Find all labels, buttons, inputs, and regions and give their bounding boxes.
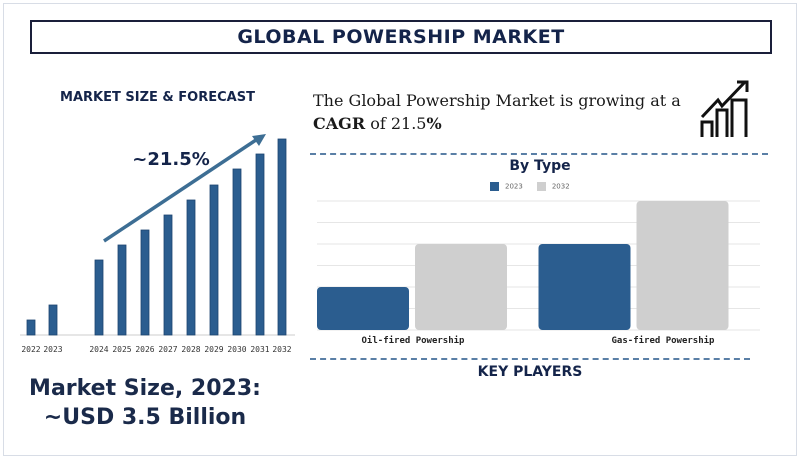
bar-2029 — [209, 184, 219, 336]
infographic-frame — [3, 3, 797, 456]
x-tick-label: 2027 — [158, 345, 177, 354]
legend-item-2032: 2032 — [536, 182, 570, 191]
bar-2028 — [186, 199, 196, 336]
cagr-headline: The Global Powership Market is growing a… — [313, 89, 693, 135]
growth-arrow-line — [103, 136, 260, 243]
legend-swatch — [536, 182, 546, 191]
bar-gas-fired-powership-2032 — [636, 201, 729, 330]
x-tick-label: 2029 — [204, 345, 223, 354]
growth-arrow-head — [252, 134, 266, 146]
cagr-annotation: ~21.5% — [132, 149, 210, 170]
divider-bottom — [310, 358, 750, 360]
bar-oil-fired-powership-2032 — [415, 244, 507, 330]
legend-label: 2032 — [551, 182, 570, 191]
x-tick-label: 2024 — [89, 345, 108, 354]
divider-top — [310, 153, 768, 155]
legend-item-2023: 2023 — [490, 182, 523, 191]
market-size-line2: ~USD 3.5 Billion — [43, 405, 247, 430]
headline-rate: 21.5 — [390, 114, 427, 133]
x-tick-label: 2022 — [21, 345, 40, 354]
bar-2030 — [232, 168, 242, 336]
headline-prefix: The Global Powership Market is growing a… — [313, 91, 681, 110]
forecast-chart-title: MARKET SIZE & FORECAST — [60, 90, 255, 105]
x-tick-label: 2032 — [272, 345, 291, 354]
bar-2027 — [163, 214, 173, 336]
bar-2031 — [255, 153, 265, 336]
headline-cagr: CAGR — [313, 114, 366, 133]
category-label: Gas-fired Powership — [611, 336, 715, 346]
bar-2026 — [140, 229, 150, 336]
market-size-text: Market Size, 2023: ~USD 3.5 Billion — [10, 374, 280, 432]
type-chart-legend: 2023 2032 — [490, 182, 570, 191]
bar-2025 — [117, 244, 127, 336]
type-chart-title: By Type — [509, 158, 571, 174]
headline-percent: % — [426, 114, 442, 133]
category-label: Oil-fired Powership — [361, 336, 465, 346]
bar-2032 — [277, 138, 287, 336]
x-tick-label: 2025 — [112, 345, 131, 354]
headline-of: of — [370, 114, 386, 133]
x-tick-label: 2028 — [181, 345, 200, 354]
bar-2024 — [94, 259, 104, 336]
market-size-line1: Market Size, 2023: — [29, 376, 261, 401]
x-tick-label: 2023 — [43, 345, 62, 354]
legend-swatch — [490, 182, 499, 191]
key-players-heading: KEY PLAYERS — [477, 364, 583, 380]
page-title: GLOBAL POWERSHIP MARKET — [30, 20, 772, 54]
bar-oil-fired-powership-2023 — [317, 287, 409, 330]
legend-label: 2023 — [505, 182, 523, 191]
bar-2022 — [26, 319, 36, 336]
bar-gas-fired-powership-2023 — [538, 244, 631, 330]
x-tick-label: 2026 — [135, 345, 154, 354]
x-tick-label: 2031 — [250, 345, 269, 354]
x-tick-label: 2030 — [227, 345, 246, 354]
bar-2023 — [48, 304, 58, 336]
